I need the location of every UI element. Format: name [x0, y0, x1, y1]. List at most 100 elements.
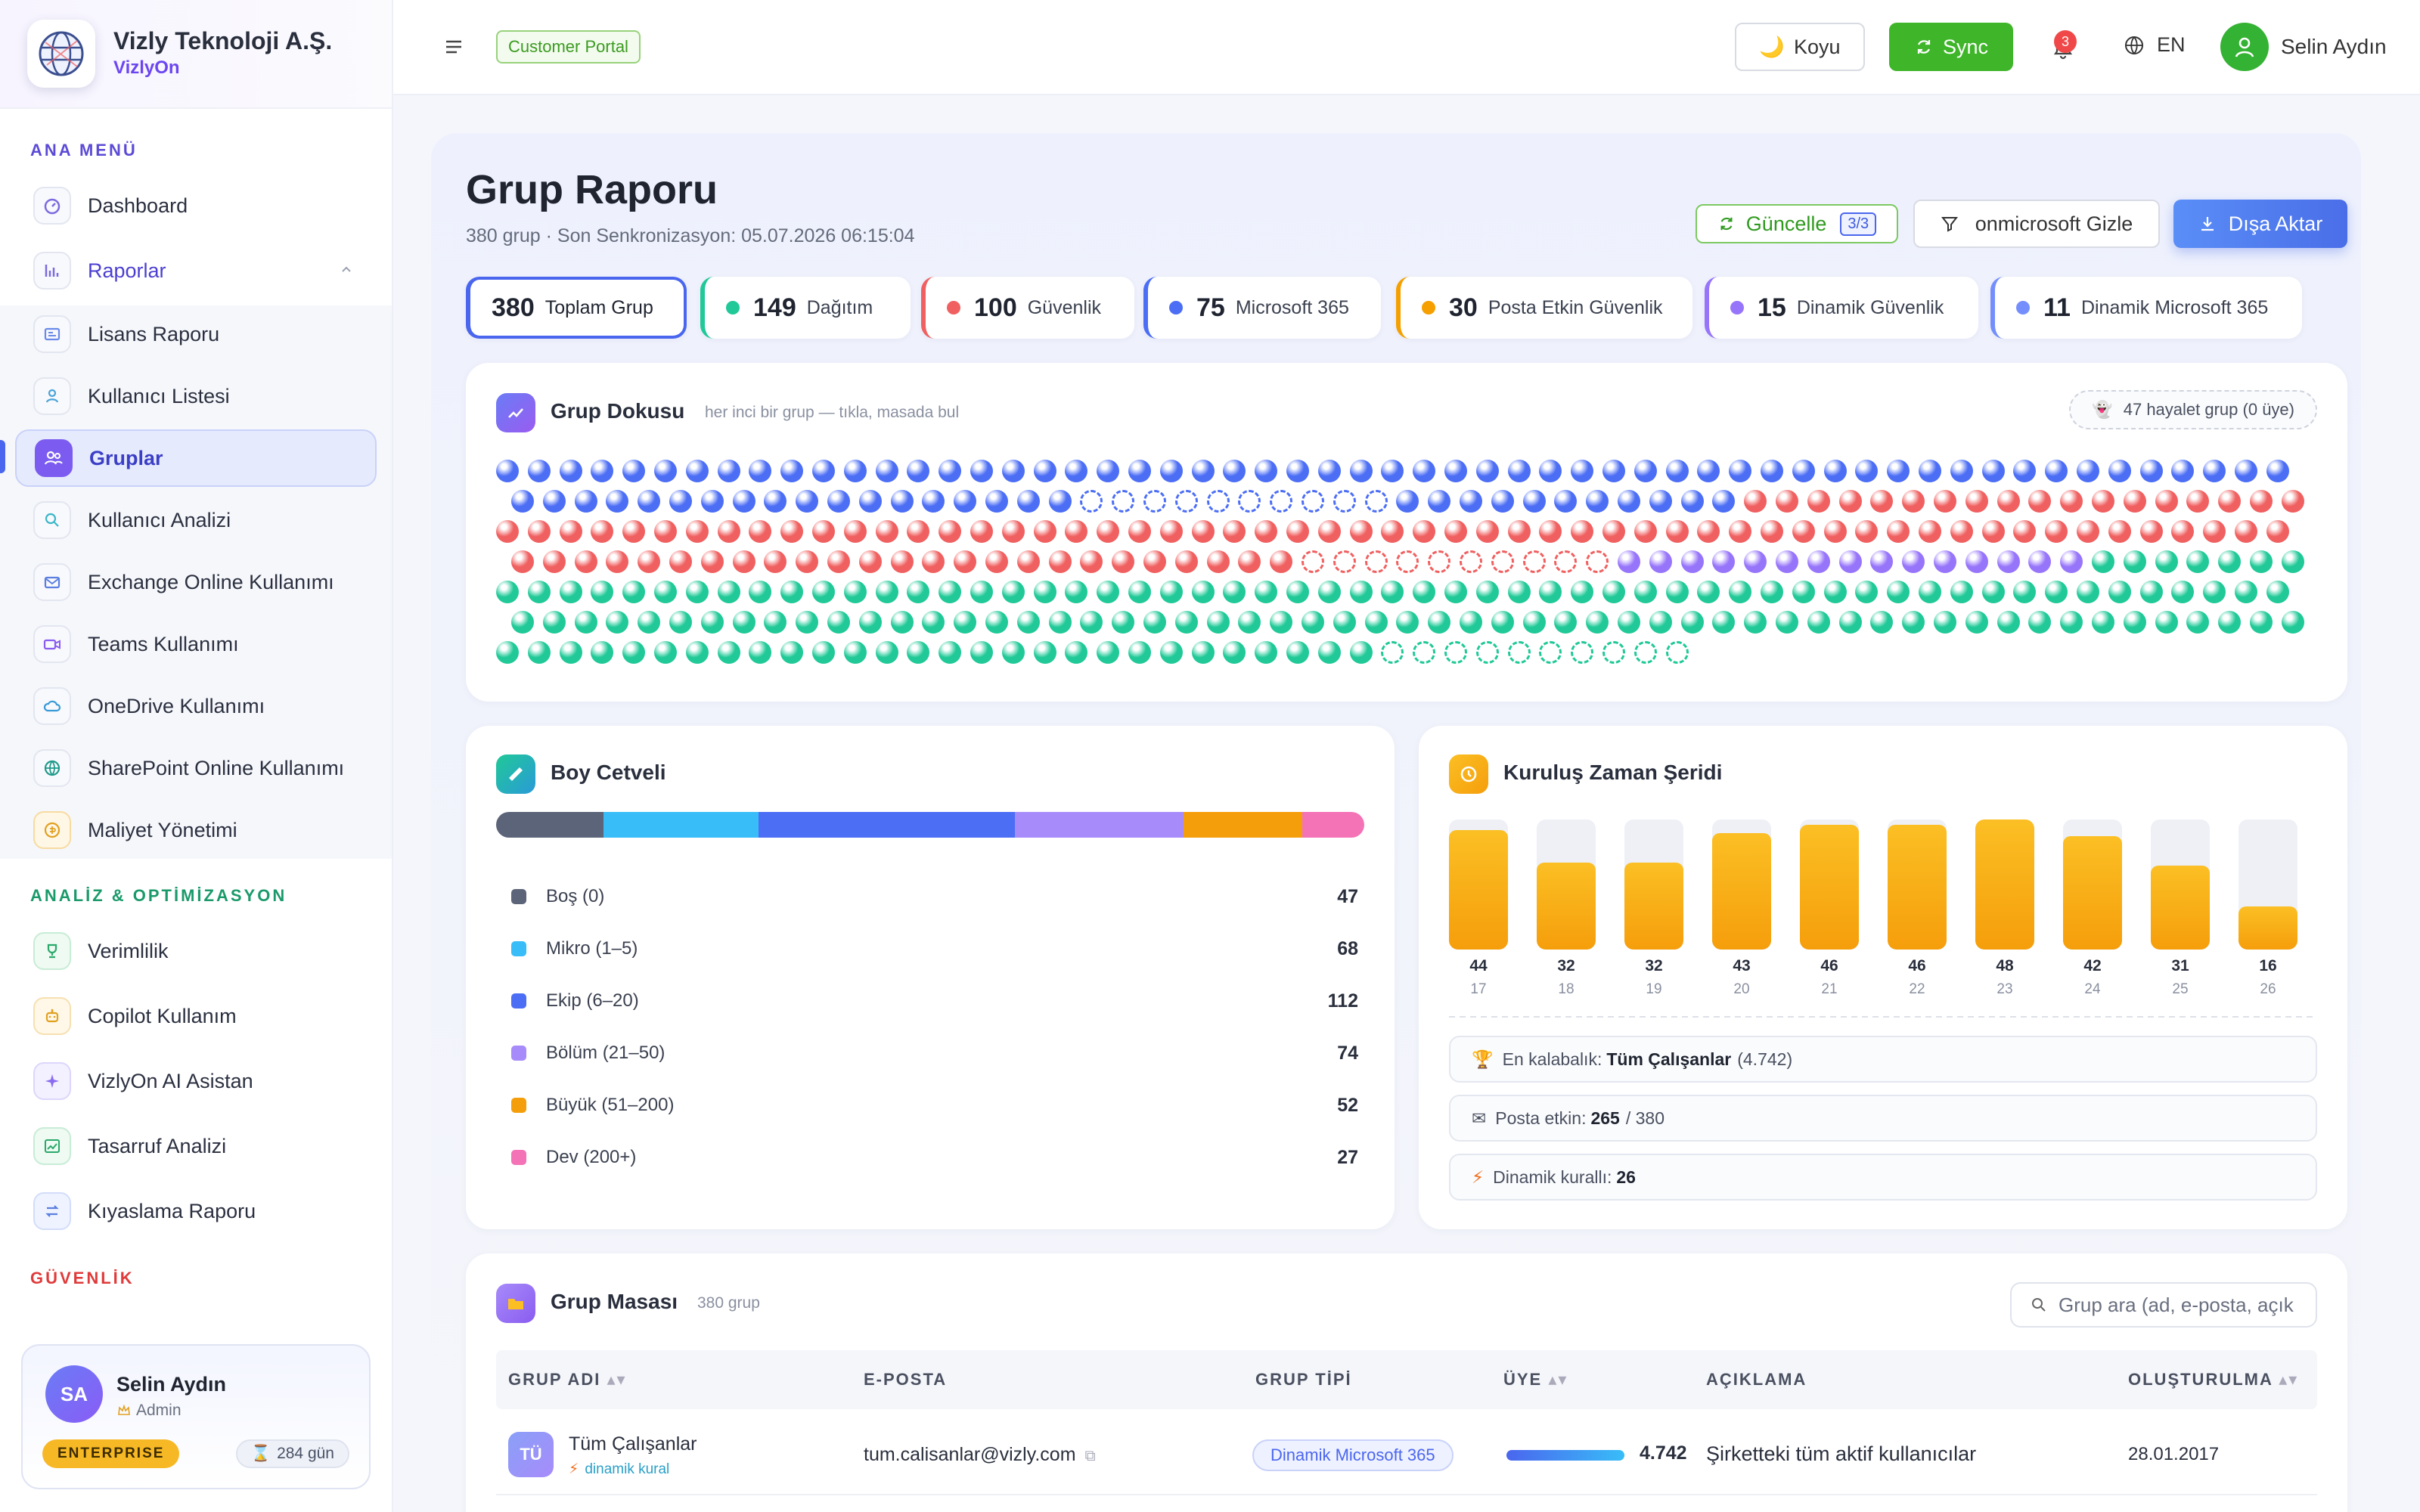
group-dot[interactable]	[812, 520, 835, 543]
ghost-group-dot[interactable]	[1554, 550, 1578, 573]
group-dot[interactable]	[1349, 520, 1373, 543]
group-dot[interactable]	[890, 611, 914, 634]
group-dot[interactable]	[496, 460, 519, 482]
size-segment[interactable]	[603, 812, 759, 838]
group-dot[interactable]	[669, 611, 692, 634]
group-dot[interactable]	[939, 581, 962, 603]
ghost-group-dot[interactable]	[1491, 550, 1514, 573]
group-dot[interactable]	[2218, 490, 2242, 513]
group-dot[interactable]	[1016, 611, 1040, 634]
group-dot[interactable]	[1270, 611, 1293, 634]
group-dot[interactable]	[1507, 520, 1531, 543]
group-dot[interactable]	[2139, 460, 2163, 482]
group-dot[interactable]	[843, 460, 867, 482]
group-dot[interactable]	[749, 520, 772, 543]
group-dot[interactable]	[1887, 460, 1910, 482]
ghost-group-dot[interactable]	[1571, 641, 1594, 664]
group-dot[interactable]	[812, 460, 835, 482]
group-dot[interactable]	[1776, 611, 1798, 634]
group-dot[interactable]	[1033, 460, 1056, 482]
group-dot[interactable]	[970, 460, 993, 482]
group-dot[interactable]	[1475, 520, 1499, 543]
company-logo[interactable]	[27, 20, 95, 88]
group-dot[interactable]	[1996, 490, 2020, 513]
group-dot[interactable]	[1902, 611, 1925, 634]
stat-total-groups[interactable]: 380 Toplam Grup	[466, 277, 687, 339]
ghost-group-dot[interactable]	[1112, 490, 1135, 513]
group-dot[interactable]	[1048, 550, 1072, 573]
group-dot[interactable]	[1255, 460, 1278, 482]
ghost-group-dot[interactable]	[1428, 550, 1451, 573]
group-dot[interactable]	[717, 520, 740, 543]
group-dot[interactable]	[717, 581, 740, 603]
group-dot[interactable]	[1887, 581, 1910, 603]
group-dot[interactable]	[970, 641, 993, 664]
group-dot[interactable]	[2203, 581, 2226, 603]
group-dot[interactable]	[1950, 520, 1973, 543]
size-legend-row[interactable]: Boş (0) 47	[511, 881, 1358, 912]
sidebar-item-sharepoint[interactable]: SharePoint Online Kullanımı	[15, 739, 377, 797]
group-dot[interactable]	[527, 460, 551, 482]
group-dot[interactable]	[669, 490, 692, 513]
group-dot[interactable]	[1097, 460, 1120, 482]
group-dot[interactable]	[1349, 641, 1373, 664]
group-dot[interactable]	[1065, 520, 1088, 543]
group-dot[interactable]	[1870, 550, 1894, 573]
group-dot[interactable]	[1761, 581, 1783, 603]
group-dot[interactable]	[1097, 520, 1120, 543]
group-dot[interactable]	[764, 550, 787, 573]
group-dot[interactable]	[749, 460, 772, 482]
group-dot[interactable]	[1223, 641, 1246, 664]
stat-dyn-security[interactable]: 15 Dinamik Güvenlik	[1705, 277, 1978, 339]
group-dot[interactable]	[939, 641, 962, 664]
group-dot[interactable]	[2123, 550, 2146, 573]
sidebar-item-verimlilik[interactable]: Verimlilik	[15, 922, 377, 980]
group-dot[interactable]	[2060, 490, 2083, 513]
group-dot[interactable]	[1934, 611, 1956, 634]
group-dot[interactable]	[1128, 520, 1151, 543]
th-created[interactable]: OLUŞTURULMA ▴▾	[2128, 1370, 2298, 1390]
group-dot[interactable]	[511, 611, 534, 634]
sidebar-item-kiyaslama[interactable]: Kıyaslama Raporu	[15, 1182, 377, 1240]
group-dot[interactable]	[1965, 611, 1988, 634]
group-dot[interactable]	[1776, 550, 1798, 573]
group-dot[interactable]	[1428, 611, 1451, 634]
ghost-group-dot[interactable]	[1270, 490, 1293, 513]
group-dot[interactable]	[2028, 550, 2052, 573]
stat-m365[interactable]: 75 Microsoft 365	[1143, 277, 1381, 339]
group-dot[interactable]	[1729, 581, 1752, 603]
group-dot[interactable]	[1223, 460, 1246, 482]
group-dot[interactable]	[1444, 520, 1467, 543]
group-dot[interactable]	[1981, 581, 2005, 603]
group-dot[interactable]	[2218, 550, 2242, 573]
table-row[interactable]: TÜ Tüm Çalışanlar ⚡ dinamik kural tum.cal…	[496, 1411, 2317, 1495]
group-dot[interactable]	[1191, 581, 1215, 603]
ghost-group-dot[interactable]	[1364, 550, 1388, 573]
group-dot[interactable]	[890, 550, 914, 573]
th-name[interactable]: GRUP ADI ▴▾	[508, 1370, 627, 1390]
group-dot[interactable]	[2155, 550, 2178, 573]
group-dot[interactable]	[2092, 550, 2114, 573]
group-dot[interactable]	[1665, 460, 1689, 482]
group-dot[interactable]	[622, 581, 646, 603]
ghost-group-dot[interactable]	[1507, 641, 1531, 664]
group-dot[interactable]	[1571, 520, 1594, 543]
group-dot[interactable]	[1887, 520, 1910, 543]
group-dot[interactable]	[1317, 520, 1341, 543]
group-dot[interactable]	[1286, 581, 1309, 603]
group-dot[interactable]	[1159, 520, 1183, 543]
stat-distribution[interactable]: 149 Dağıtım	[700, 277, 911, 339]
group-dot[interactable]	[2266, 460, 2289, 482]
group-dot[interactable]	[1016, 490, 1040, 513]
group-dot[interactable]	[2281, 490, 2304, 513]
sidebar-item-kullanici-analizi[interactable]: Kullanıcı Analizi	[15, 491, 377, 549]
group-dot[interactable]	[1317, 641, 1341, 664]
timeline-bar[interactable]	[2238, 820, 2297, 950]
ghost-group-dot[interactable]	[1413, 641, 1436, 664]
group-dot[interactable]	[1223, 581, 1246, 603]
group-dot[interactable]	[796, 490, 819, 513]
group-dot[interactable]	[2281, 611, 2304, 634]
group-dot[interactable]	[685, 581, 709, 603]
export-button[interactable]: Dışa Aktar	[2173, 200, 2347, 248]
group-dot[interactable]	[1729, 520, 1752, 543]
